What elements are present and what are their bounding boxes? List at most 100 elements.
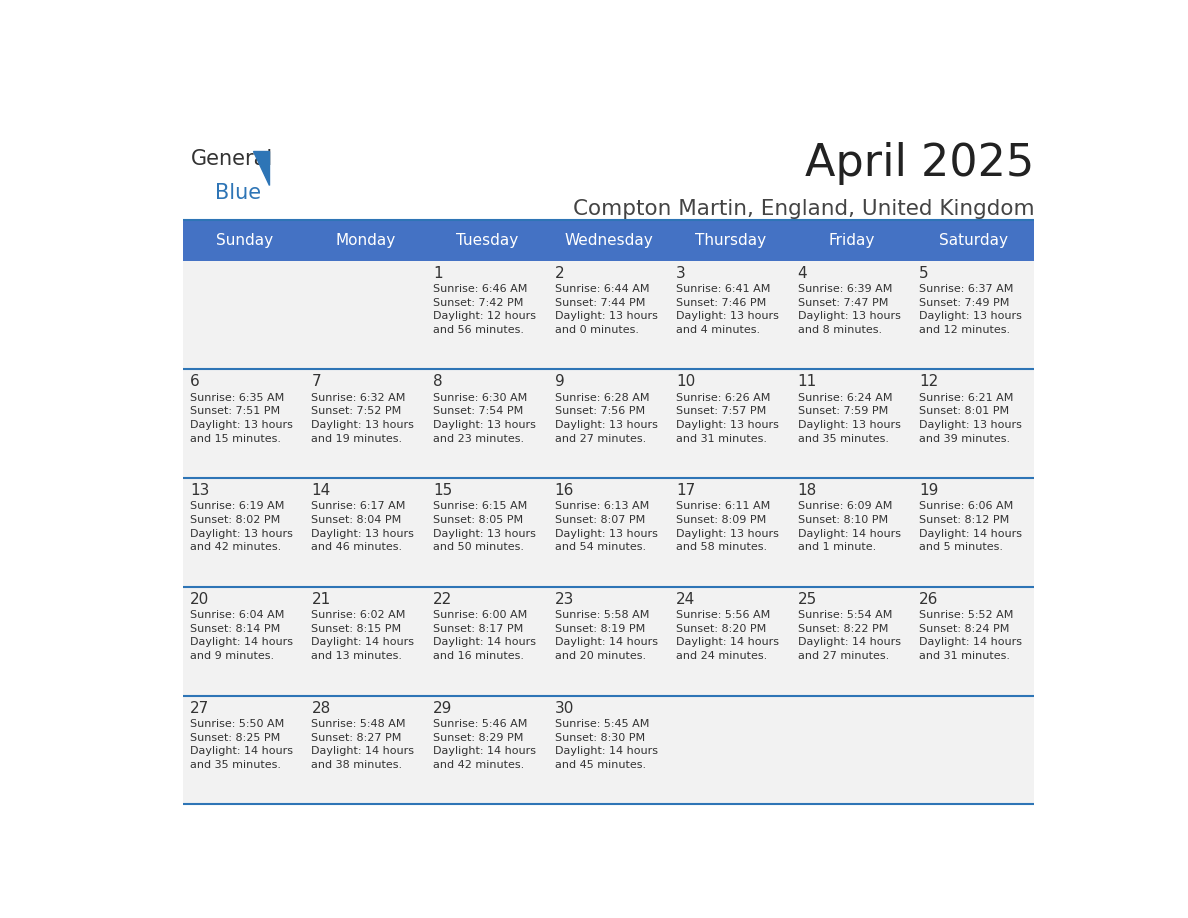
Text: Sunrise: 6:39 AM
Sunset: 7:47 PM
Daylight: 13 hours
and 8 minutes.: Sunrise: 6:39 AM Sunset: 7:47 PM Dayligh… [797, 284, 901, 335]
Bar [791, 478, 912, 587]
Text: 13: 13 [190, 483, 209, 498]
Polygon shape [253, 151, 270, 185]
Text: Sunrise: 5:58 AM
Sunset: 8:19 PM
Daylight: 14 hours
and 20 minutes.: Sunrise: 5:58 AM Sunset: 8:19 PM Dayligh… [555, 610, 657, 661]
Text: Thursday: Thursday [695, 233, 766, 248]
Bar [305, 587, 426, 696]
Text: Sunrise: 6:46 AM
Sunset: 7:42 PM
Daylight: 12 hours
and 56 minutes.: Sunrise: 6:46 AM Sunset: 7:42 PM Dayligh… [432, 284, 536, 335]
Text: 6: 6 [190, 375, 200, 389]
Text: Sunrise: 6:11 AM
Sunset: 8:09 PM
Daylight: 13 hours
and 58 minutes.: Sunrise: 6:11 AM Sunset: 8:09 PM Dayligh… [676, 501, 779, 553]
Text: 8: 8 [432, 375, 443, 389]
Text: 17: 17 [676, 483, 695, 498]
Text: 5: 5 [920, 265, 929, 281]
Text: Sunrise: 6:30 AM
Sunset: 7:54 PM
Daylight: 13 hours
and 23 minutes.: Sunrise: 6:30 AM Sunset: 7:54 PM Dayligh… [432, 393, 536, 443]
Text: Blue: Blue [215, 183, 261, 203]
Bar [548, 696, 670, 804]
Bar [183, 369, 305, 478]
Text: Sunrise: 6:24 AM
Sunset: 7:59 PM
Daylight: 13 hours
and 35 minutes.: Sunrise: 6:24 AM Sunset: 7:59 PM Dayligh… [797, 393, 901, 443]
Bar [670, 261, 791, 369]
Text: General: General [191, 149, 273, 169]
Text: 20: 20 [190, 592, 209, 607]
Bar [912, 587, 1035, 696]
Bar [791, 369, 912, 478]
Bar [183, 261, 305, 369]
Text: Sunrise: 6:26 AM
Sunset: 7:57 PM
Daylight: 13 hours
and 31 minutes.: Sunrise: 6:26 AM Sunset: 7:57 PM Dayligh… [676, 393, 779, 443]
Text: Sunrise: 6:19 AM
Sunset: 8:02 PM
Daylight: 13 hours
and 42 minutes.: Sunrise: 6:19 AM Sunset: 8:02 PM Dayligh… [190, 501, 292, 553]
Bar [548, 261, 670, 369]
Text: Sunrise: 5:56 AM
Sunset: 8:20 PM
Daylight: 14 hours
and 24 minutes.: Sunrise: 5:56 AM Sunset: 8:20 PM Dayligh… [676, 610, 779, 661]
Text: Sunrise: 5:46 AM
Sunset: 8:29 PM
Daylight: 14 hours
and 42 minutes.: Sunrise: 5:46 AM Sunset: 8:29 PM Dayligh… [432, 719, 536, 769]
Bar [305, 478, 426, 587]
Text: Sunday: Sunday [216, 233, 273, 248]
Bar [548, 587, 670, 696]
Bar [305, 261, 426, 369]
Bar [670, 696, 791, 804]
Bar [426, 587, 548, 696]
Text: 11: 11 [797, 375, 817, 389]
Bar [670, 587, 791, 696]
Text: Sunrise: 5:48 AM
Sunset: 8:27 PM
Daylight: 14 hours
and 38 minutes.: Sunrise: 5:48 AM Sunset: 8:27 PM Dayligh… [311, 719, 415, 769]
Bar [183, 219, 1035, 261]
Text: Sunrise: 6:44 AM
Sunset: 7:44 PM
Daylight: 13 hours
and 0 minutes.: Sunrise: 6:44 AM Sunset: 7:44 PM Dayligh… [555, 284, 657, 335]
Text: 7: 7 [311, 375, 321, 389]
Bar [426, 696, 548, 804]
Text: 1: 1 [432, 265, 443, 281]
Bar [791, 261, 912, 369]
Text: Sunrise: 6:35 AM
Sunset: 7:51 PM
Daylight: 13 hours
and 15 minutes.: Sunrise: 6:35 AM Sunset: 7:51 PM Dayligh… [190, 393, 292, 443]
Text: Sunrise: 6:21 AM
Sunset: 8:01 PM
Daylight: 13 hours
and 39 minutes.: Sunrise: 6:21 AM Sunset: 8:01 PM Dayligh… [920, 393, 1022, 443]
Text: 9: 9 [555, 375, 564, 389]
Bar [426, 261, 548, 369]
Text: 3: 3 [676, 265, 685, 281]
Bar [670, 369, 791, 478]
Bar [791, 587, 912, 696]
Text: 2: 2 [555, 265, 564, 281]
Text: 25: 25 [797, 592, 817, 607]
Text: Sunrise: 5:45 AM
Sunset: 8:30 PM
Daylight: 14 hours
and 45 minutes.: Sunrise: 5:45 AM Sunset: 8:30 PM Dayligh… [555, 719, 657, 769]
Text: Sunrise: 6:13 AM
Sunset: 8:07 PM
Daylight: 13 hours
and 54 minutes.: Sunrise: 6:13 AM Sunset: 8:07 PM Dayligh… [555, 501, 657, 553]
Text: 24: 24 [676, 592, 695, 607]
Text: 23: 23 [555, 592, 574, 607]
Bar [426, 478, 548, 587]
Text: Sunrise: 6:15 AM
Sunset: 8:05 PM
Daylight: 13 hours
and 50 minutes.: Sunrise: 6:15 AM Sunset: 8:05 PM Dayligh… [432, 501, 536, 553]
Text: 15: 15 [432, 483, 453, 498]
Bar [183, 587, 305, 696]
Text: 28: 28 [311, 700, 330, 715]
Text: Saturday: Saturday [939, 233, 1007, 248]
Text: 27: 27 [190, 700, 209, 715]
Text: 22: 22 [432, 592, 453, 607]
Text: Monday: Monday [336, 233, 396, 248]
Text: 21: 21 [311, 592, 330, 607]
Text: April 2025: April 2025 [805, 142, 1035, 185]
Bar [670, 478, 791, 587]
Text: Sunrise: 5:52 AM
Sunset: 8:24 PM
Daylight: 14 hours
and 31 minutes.: Sunrise: 5:52 AM Sunset: 8:24 PM Dayligh… [920, 610, 1022, 661]
Text: 12: 12 [920, 375, 939, 389]
Text: 19: 19 [920, 483, 939, 498]
Bar [548, 478, 670, 587]
Text: Sunrise: 6:17 AM
Sunset: 8:04 PM
Daylight: 13 hours
and 46 minutes.: Sunrise: 6:17 AM Sunset: 8:04 PM Dayligh… [311, 501, 415, 553]
Bar [912, 261, 1035, 369]
Bar [183, 478, 305, 587]
Text: Sunrise: 5:50 AM
Sunset: 8:25 PM
Daylight: 14 hours
and 35 minutes.: Sunrise: 5:50 AM Sunset: 8:25 PM Dayligh… [190, 719, 293, 769]
Text: Sunrise: 6:09 AM
Sunset: 8:10 PM
Daylight: 14 hours
and 1 minute.: Sunrise: 6:09 AM Sunset: 8:10 PM Dayligh… [797, 501, 901, 553]
Bar [912, 478, 1035, 587]
Text: 30: 30 [555, 700, 574, 715]
Bar [791, 696, 912, 804]
Text: Friday: Friday [829, 233, 876, 248]
Text: Sunrise: 6:06 AM
Sunset: 8:12 PM
Daylight: 14 hours
and 5 minutes.: Sunrise: 6:06 AM Sunset: 8:12 PM Dayligh… [920, 501, 1022, 553]
Text: 14: 14 [311, 483, 330, 498]
Bar [426, 369, 548, 478]
Text: Compton Martin, England, United Kingdom: Compton Martin, England, United Kingdom [573, 198, 1035, 218]
Text: 26: 26 [920, 592, 939, 607]
Text: Sunrise: 6:00 AM
Sunset: 8:17 PM
Daylight: 14 hours
and 16 minutes.: Sunrise: 6:00 AM Sunset: 8:17 PM Dayligh… [432, 610, 536, 661]
Bar [305, 696, 426, 804]
Text: 4: 4 [797, 265, 807, 281]
Text: Sunrise: 6:37 AM
Sunset: 7:49 PM
Daylight: 13 hours
and 12 minutes.: Sunrise: 6:37 AM Sunset: 7:49 PM Dayligh… [920, 284, 1022, 335]
Bar [912, 696, 1035, 804]
Text: Sunrise: 6:02 AM
Sunset: 8:15 PM
Daylight: 14 hours
and 13 minutes.: Sunrise: 6:02 AM Sunset: 8:15 PM Dayligh… [311, 610, 415, 661]
Bar [305, 369, 426, 478]
Text: Sunrise: 6:32 AM
Sunset: 7:52 PM
Daylight: 13 hours
and 19 minutes.: Sunrise: 6:32 AM Sunset: 7:52 PM Dayligh… [311, 393, 415, 443]
Text: 29: 29 [432, 700, 453, 715]
Bar [183, 696, 305, 804]
Text: Sunrise: 6:41 AM
Sunset: 7:46 PM
Daylight: 13 hours
and 4 minutes.: Sunrise: 6:41 AM Sunset: 7:46 PM Dayligh… [676, 284, 779, 335]
Text: 18: 18 [797, 483, 817, 498]
Text: 10: 10 [676, 375, 695, 389]
